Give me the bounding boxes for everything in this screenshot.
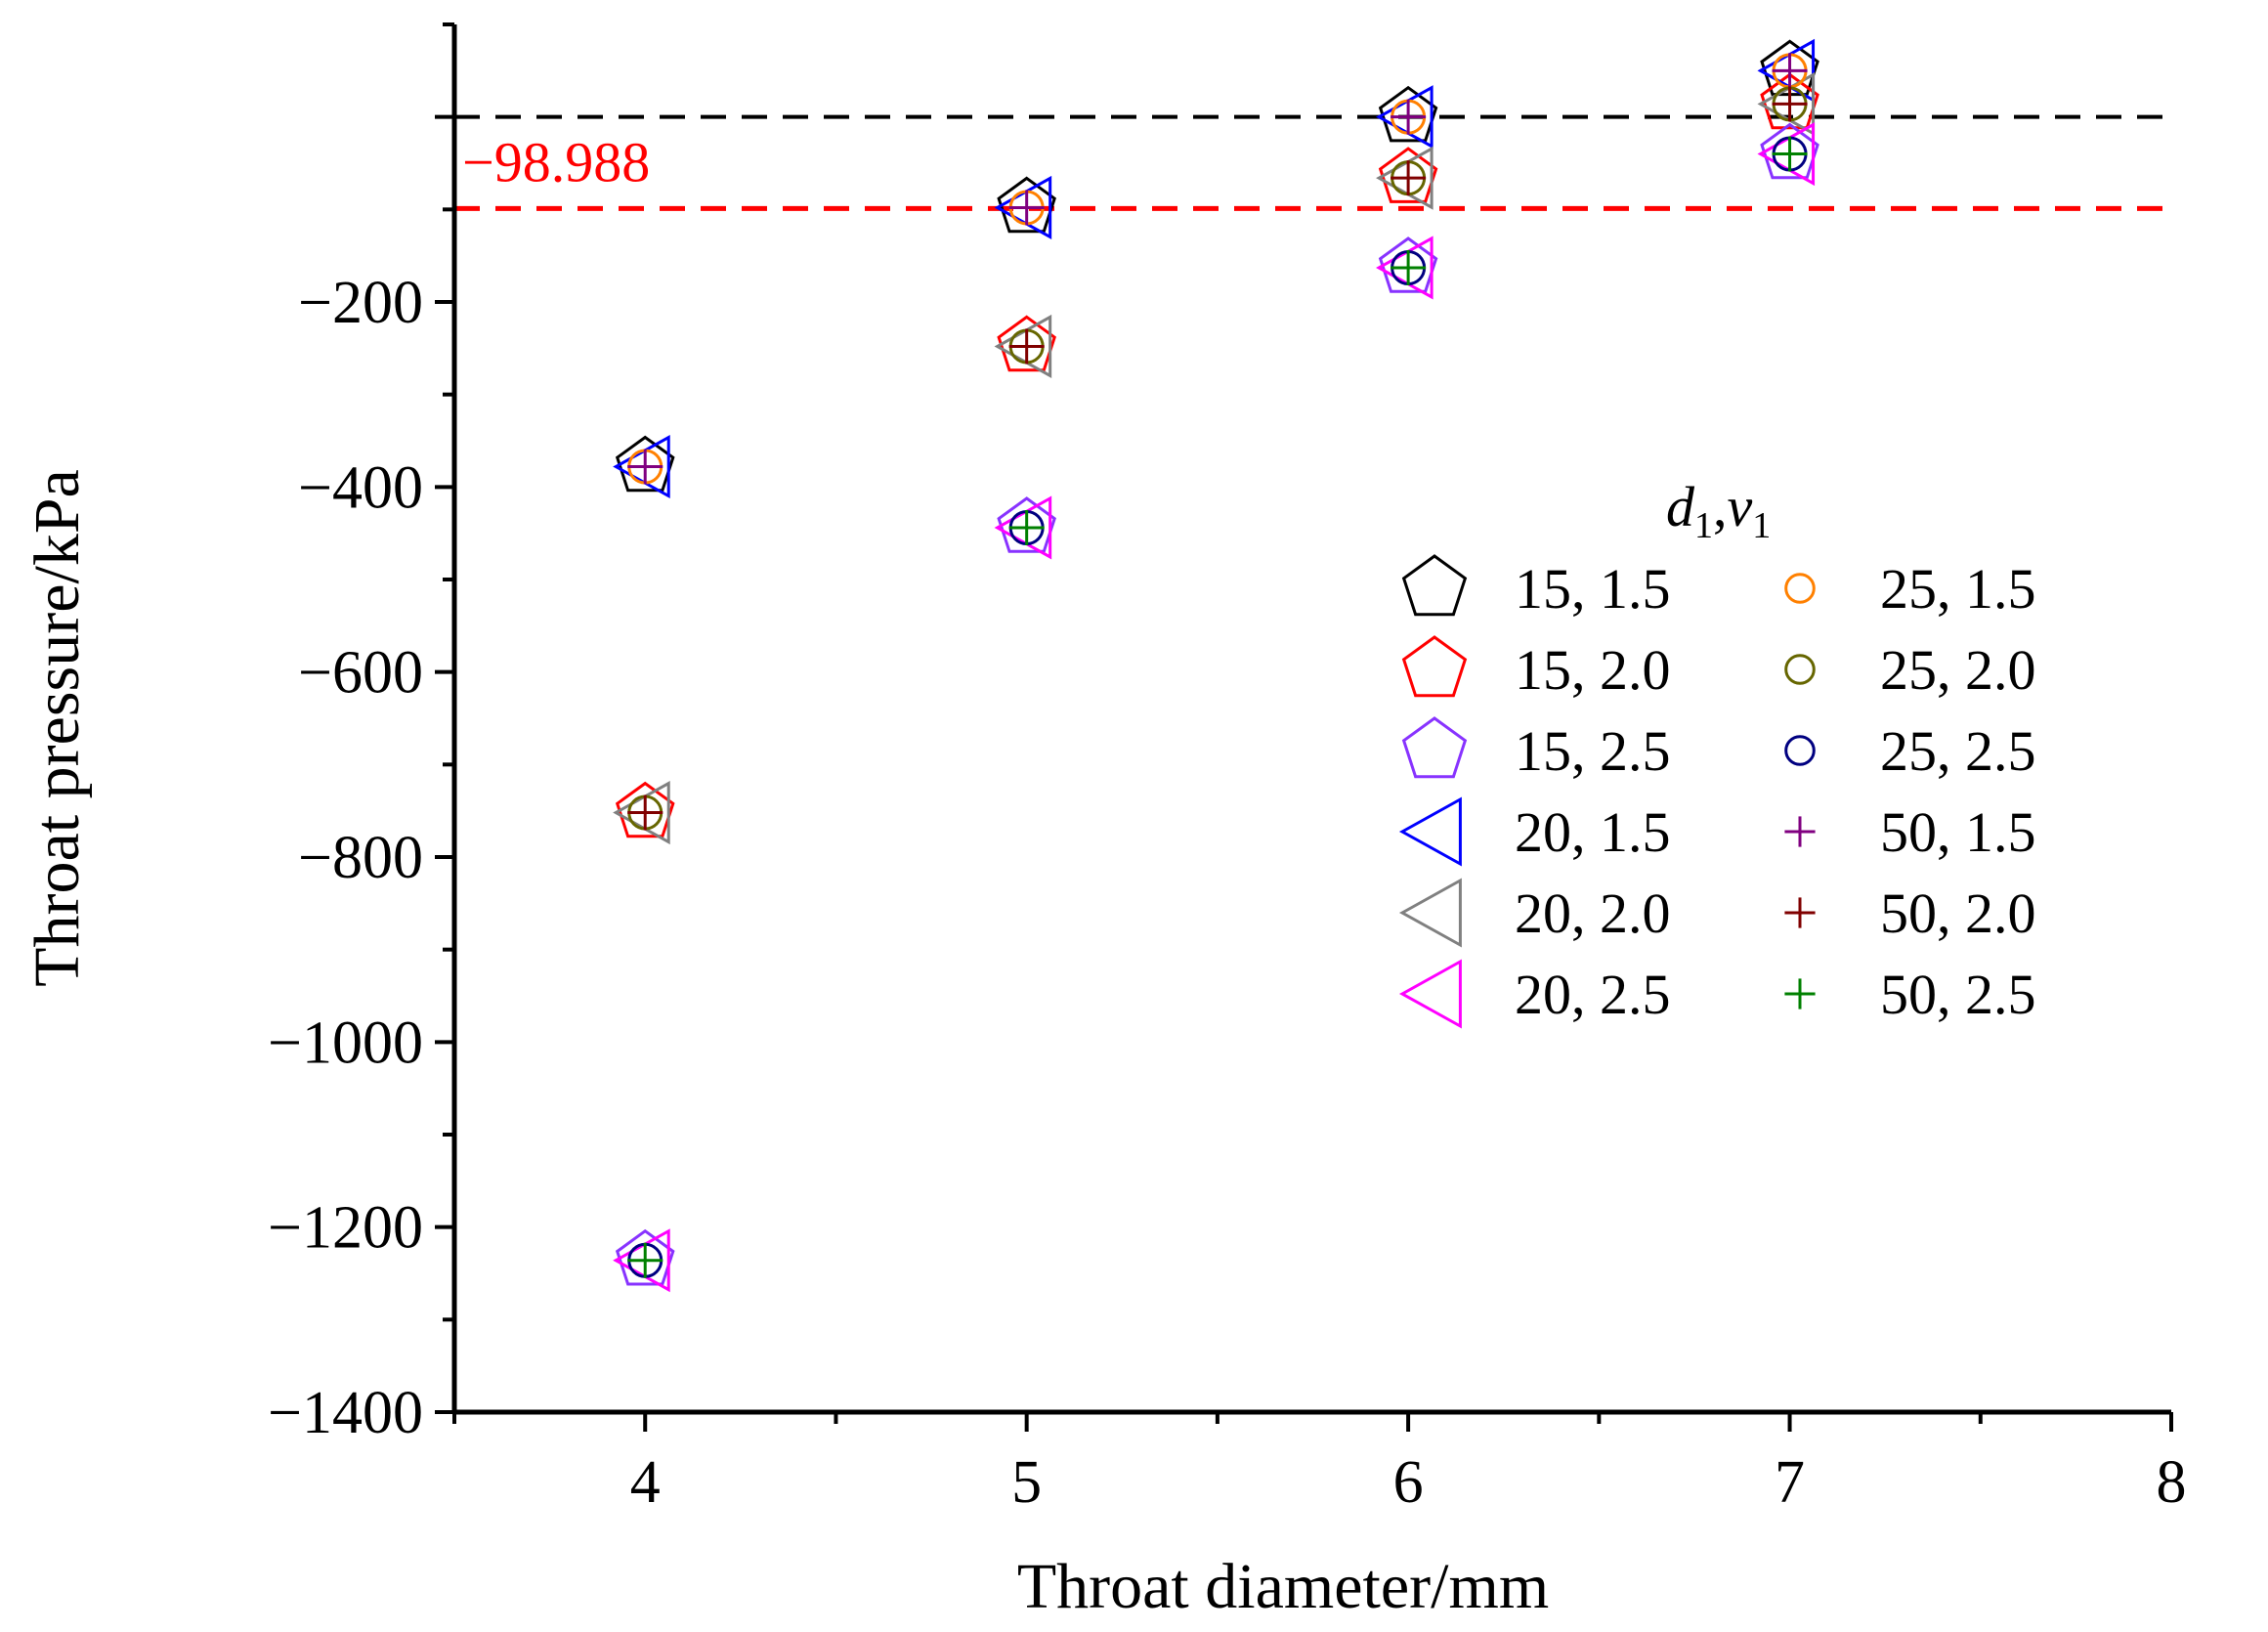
point-50-1-5	[1008, 190, 1045, 226]
point-50-1-5	[1391, 99, 1427, 135]
x-tick-label: 4	[630, 1449, 661, 1516]
legend-marker-15-2-5	[1401, 716, 1468, 779]
legend-marker-15-2-0	[1401, 635, 1468, 698]
x-tick-label: 6	[1393, 1449, 1424, 1516]
point-50-2-0	[627, 795, 663, 831]
reference-label-limit: −98.988	[462, 130, 650, 193]
legend-title-d: d	[1666, 475, 1695, 538]
reference-lines: −98.988	[454, 114, 2171, 211]
legend-label-50-1-5: 50, 1.5	[1880, 800, 2036, 864]
x-tick-label: 7	[1775, 1449, 1805, 1516]
legend-label-50-2-5: 50, 2.5	[1880, 963, 2036, 1026]
legend-marker-25-1-5	[1784, 573, 1816, 604]
point-50-2-5	[1008, 509, 1045, 545]
point-50-1-5	[1772, 53, 1808, 89]
x-axis-title: Throat diameter/mm	[1017, 1551, 1549, 1622]
y-tick-label: −600	[298, 640, 423, 707]
point-50-1-5	[627, 449, 663, 485]
axes: −200 −400 −600 −800 −1000 −1200 −1400 4 5 6 7 8	[268, 22, 2187, 1516]
legend-label-20-1-5: 20, 1.5	[1515, 800, 1671, 864]
point-50-2-0	[1008, 328, 1045, 365]
y-tick-label: −1400	[268, 1380, 423, 1446]
legend-marker-50-2-0	[1784, 897, 1816, 928]
y-tick-label: −200	[298, 270, 423, 336]
legend-title-sub2: 1	[1752, 505, 1771, 546]
legend-marker-50-2-5	[1784, 978, 1816, 1009]
point-50-2-5	[1391, 249, 1427, 285]
point-50-2-0	[1772, 86, 1808, 122]
legend-label-25-1-5: 25, 1.5	[1880, 557, 2036, 621]
point-50-2-0	[1391, 160, 1427, 196]
y-axis-title: Throat pressure/kPa	[21, 469, 93, 987]
y-tick-label: −800	[298, 825, 423, 891]
y-tick-label: −1000	[268, 1009, 423, 1076]
legend-marker-20-1-5	[1398, 796, 1462, 867]
legend-label-15-2-5: 15, 2.5	[1515, 719, 1671, 783]
x-tick-label: 8	[2157, 1449, 2187, 1516]
legend-label-20-2-5: 20, 2.5	[1515, 963, 1671, 1026]
legend-label-25-2-5: 25, 2.5	[1880, 719, 2036, 783]
legend-marker-20-2-5	[1398, 959, 1462, 1029]
legend-title-comma: ,	[1713, 475, 1728, 538]
legend-title: d1,v1	[1666, 475, 1771, 546]
legend-marker-20-2-0	[1398, 878, 1462, 948]
legend-title-v: v	[1728, 475, 1753, 538]
x-tick-label: 5	[1011, 1449, 1042, 1516]
legend: d1,v1 15, 1.515, 2.015, 2.520, 1.520, 2.…	[1398, 475, 2036, 1029]
legend-label-50-2-0: 50, 2.0	[1880, 881, 2036, 945]
y-tick-label: −1200	[268, 1195, 423, 1262]
legend-title-sub1: 1	[1694, 505, 1713, 546]
legend-label-15-2-0: 15, 2.0	[1515, 638, 1671, 702]
y-tick-label: −400	[298, 454, 423, 521]
legend-label-15-1-5: 15, 1.5	[1515, 557, 1671, 621]
legend-marker-15-1-5	[1401, 554, 1468, 617]
point-50-2-5	[627, 1242, 663, 1278]
legend-label-25-2-0: 25, 2.0	[1880, 638, 2036, 702]
legend-label-20-2-0: 20, 2.0	[1515, 881, 1671, 945]
legend-marker-25-2-0	[1784, 654, 1816, 685]
point-50-2-5	[1772, 136, 1808, 172]
data-points	[613, 38, 1819, 1293]
legend-marker-50-1-5	[1784, 816, 1816, 847]
legend-marker-25-2-5	[1784, 735, 1816, 766]
